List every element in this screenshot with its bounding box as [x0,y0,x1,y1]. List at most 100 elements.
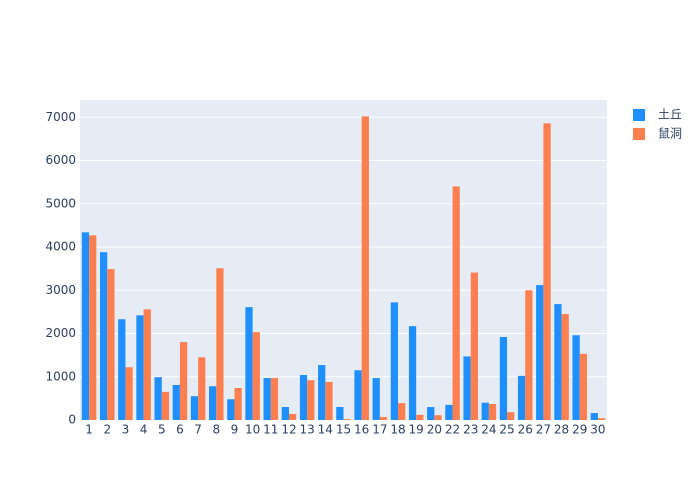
bar [107,269,115,420]
x-tick-label: 16 [354,423,369,437]
y-tick-label: 0 [68,413,76,427]
plot-area [80,100,607,420]
bar [190,396,199,420]
bar [579,353,588,420]
x-tick-label: 4 [140,423,148,437]
y-tick-label: 4000 [45,240,76,254]
x-tick-label: 13 [300,423,315,437]
bar [470,272,478,420]
bar [281,407,289,420]
x-tick-label: 24 [481,423,496,437]
bar [154,377,162,420]
bar [307,380,315,420]
legend-label[interactable]: 土丘 [658,108,682,122]
bar [234,388,242,420]
bar [318,365,326,420]
bar [288,413,297,420]
x-tick-label: 29 [572,423,587,437]
legend-label[interactable]: 鼠洞 [658,127,682,141]
bar [161,391,170,420]
bar [416,414,424,420]
x-tick-label: 15 [336,423,351,437]
x-tick-label: 7 [194,423,202,437]
y-tick-label: 3000 [45,283,76,297]
x-tick-label: 8 [212,423,220,437]
bar [252,332,260,420]
x-tick-label: 10 [245,423,260,437]
bar [452,186,460,420]
bar [125,367,133,420]
bar [561,314,569,420]
bar [216,268,224,420]
x-tick-label: 19 [409,423,424,437]
x-tick-label: 12 [281,423,296,437]
bar [245,307,253,420]
bar [408,326,417,420]
bar [263,378,271,420]
y-tick-label: 2000 [45,326,76,340]
bar [398,403,406,420]
bar [517,375,526,420]
bar [463,356,471,420]
bar [89,235,97,420]
bar [198,357,206,420]
bar [434,415,442,420]
bar [270,378,279,420]
bar [361,116,369,420]
bar [572,335,580,420]
x-tick-label: 27 [536,423,551,437]
bar [507,412,515,420]
bar [445,404,453,420]
bar [481,402,489,420]
x-tick-label: 2 [103,423,111,437]
bar [390,302,399,420]
bar [343,419,351,420]
y-tick-label: 7000 [45,110,76,124]
bar [179,342,188,420]
bar [325,381,333,420]
bar [118,319,126,420]
bar [354,370,362,420]
x-tick-label: 1 [85,423,93,437]
y-tick-label: 5000 [45,196,76,210]
bar [143,309,151,420]
x-tick-label: 22 [445,423,460,437]
bar [488,404,497,420]
bar [336,407,344,420]
bar [590,413,598,420]
x-tick-label: 28 [554,423,569,437]
bar [525,290,533,420]
x-tick-label: 6 [176,423,184,437]
x-tick-label: 11 [263,423,278,437]
bar [379,416,388,420]
x-tick-label: 17 [372,423,387,437]
bar [536,285,544,420]
x-tick-label: 30 [590,423,605,437]
bar [172,384,180,420]
y-tick-label: 1000 [45,369,76,383]
bar [209,386,217,420]
x-tick-label: 25 [499,423,514,437]
bar [499,336,508,420]
x-tick-label: 26 [518,423,533,437]
bar [81,232,90,420]
bar [543,123,551,420]
bar [136,315,144,420]
bar [372,378,380,420]
bar [299,375,308,420]
x-tick-label: 5 [158,423,166,437]
x-tick-label: 20 [427,423,442,437]
y-tick-label: 6000 [45,153,76,167]
legend-swatch[interactable] [633,109,645,121]
legend-swatch[interactable] [633,128,645,140]
bar [99,252,108,420]
x-tick-label: 18 [390,423,405,437]
x-tick-label: 23 [463,423,478,437]
bar [427,407,435,420]
x-tick-label: 14 [318,423,333,437]
bar [597,418,606,420]
x-tick-label: 3 [122,423,130,437]
bar [554,304,562,420]
x-tick-label: 9 [231,423,239,437]
